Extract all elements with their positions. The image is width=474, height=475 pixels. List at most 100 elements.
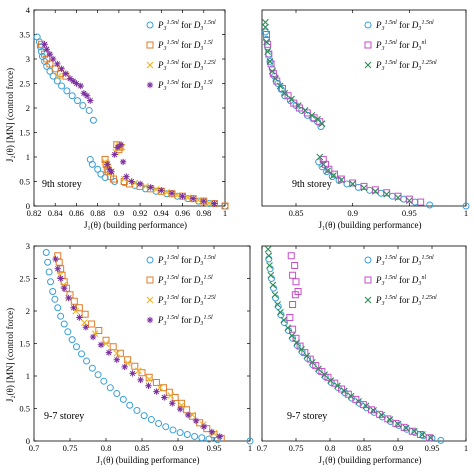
data-point: [327, 377, 335, 384]
data-point: [97, 170, 105, 178]
legend-marker-2: [364, 296, 372, 304]
legend-marker-2: [364, 61, 372, 69]
x-tick-label: 0.82: [27, 208, 42, 218]
legend-marker-2: [146, 296, 154, 304]
data-point: [162, 423, 170, 431]
data-point: [54, 304, 62, 312]
data-point: [81, 310, 89, 318]
data-point: [163, 188, 171, 196]
data-point: [169, 400, 176, 407]
panel-bottom-left: 0.7 0.75 0.8 0.85 0.9 0.95 1 0 0.5 1 1.5 2 2.5 3 J₁(θ)…: [19, 241, 254, 465]
chart-panels: 0.82 0.84 0.86 0.88 0.9 0.92 0.94 0.96 0.98 100.5…: [19, 5, 470, 465]
panel-bottom-right: 0.7 0.75 0.8 0.85 0.9 0.95 1 J₁(θ) (building pe…: [257, 245, 468, 465]
panel-annotation: 9-7 storey: [287, 411, 327, 422]
legend-marker-1: [146, 41, 154, 49]
data-point: [78, 350, 86, 358]
x-tick-label: 0.94: [154, 208, 170, 218]
data-point: [416, 431, 424, 438]
data-point: [271, 291, 279, 299]
data-point: [321, 371, 328, 379]
x-tick-label: 0.75: [289, 443, 304, 453]
x-tick-label: 0.95: [207, 443, 222, 453]
data-point: [136, 180, 144, 188]
data-point: [408, 427, 416, 435]
data-point: [88, 364, 96, 372]
data-point: [178, 401, 185, 409]
data-point: [68, 92, 76, 100]
data-point: [137, 376, 144, 384]
data-point: [46, 50, 54, 58]
data-point: [195, 196, 202, 204]
data-point: [425, 434, 433, 442]
data-point: [337, 176, 345, 184]
data-point: [417, 198, 425, 206]
data-point: [284, 92, 292, 100]
data-point: [303, 109, 311, 117]
data-point: [191, 432, 199, 440]
data-point: [60, 320, 68, 328]
x-axis-label: J₁(θ) (building performance): [97, 455, 200, 465]
data-point: [462, 202, 470, 210]
y-tick-label: 2.5: [19, 79, 30, 89]
data-point: [205, 435, 213, 443]
data-point: [83, 357, 91, 365]
data-point: [49, 55, 57, 63]
data-point: [319, 160, 327, 168]
x-tick-label: 0.9: [393, 443, 404, 453]
data-point: [419, 431, 426, 438]
data-point: [268, 67, 276, 75]
data-point: [145, 375, 153, 383]
data-point: [267, 271, 275, 279]
legend-entry-label-2: P₃1.5nl for D₃1.25nl: [375, 295, 437, 305]
x-tick-label: 0.84: [48, 208, 64, 218]
data-point: [176, 429, 184, 437]
data-point: [308, 358, 316, 366]
data-point: [104, 161, 111, 168]
legend-entry-label-0: P₃1.5nl for D₃1.5nl: [375, 20, 434, 30]
y-tick-label: 4: [26, 5, 31, 15]
data-point: [167, 392, 175, 399]
data-point: [281, 89, 289, 97]
data-point: [97, 341, 105, 348]
y-tick-label: 0.5: [19, 404, 30, 414]
data-point: [288, 95, 295, 103]
data-point: [117, 141, 125, 148]
data-point: [289, 301, 297, 308]
data-point: [324, 373, 332, 381]
data-point: [88, 160, 96, 168]
data-point: [338, 385, 346, 393]
data-point: [386, 416, 394, 423]
data-point: [126, 180, 133, 188]
data-point: [323, 168, 331, 176]
data-point: [68, 336, 76, 344]
data-point: [296, 342, 304, 350]
legend-marker-1: [364, 276, 372, 284]
x-tick-label: 0.95: [425, 443, 440, 453]
data-point: [359, 401, 367, 409]
data-point: [140, 412, 148, 420]
data-point: [437, 436, 445, 444]
data-point: [77, 82, 84, 90]
data-point: [331, 379, 339, 387]
series-2: [264, 245, 435, 442]
series-0: [42, 249, 254, 445]
x-tick-label: 0.8: [325, 443, 336, 453]
data-point: [147, 184, 154, 191]
data-point: [70, 77, 77, 85]
data-point: [284, 324, 292, 332]
legend-marker-1: [146, 276, 154, 284]
data-point: [221, 202, 229, 210]
legend-entry-label-1: P₃1.5nl for D₃nl: [375, 40, 426, 50]
data-point: [310, 114, 318, 122]
data-point: [142, 183, 149, 190]
data-point: [87, 97, 94, 104]
data-point: [347, 392, 355, 400]
data-point: [124, 359, 131, 367]
data-point: [306, 355, 314, 363]
data-point: [57, 312, 65, 320]
data-point: [184, 411, 192, 419]
legend-marker-0: [146, 256, 154, 264]
data-point: [208, 428, 216, 436]
legend-entry-label-0: P₃1.5nl for D₃1.5nl: [375, 255, 434, 265]
data-point: [88, 320, 96, 328]
